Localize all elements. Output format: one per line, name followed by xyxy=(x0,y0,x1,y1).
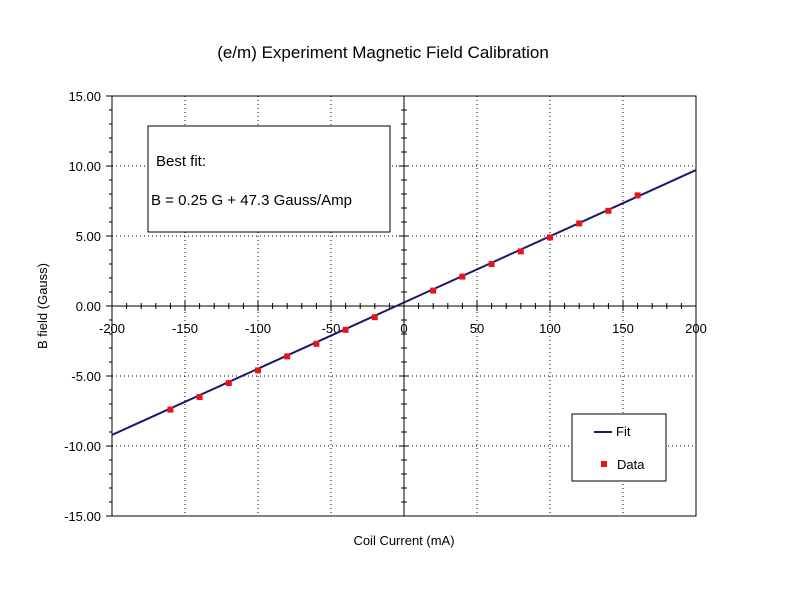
data-point xyxy=(255,367,261,374)
y-tick-label: 0.00 xyxy=(76,299,101,314)
x-tick-label: 200 xyxy=(685,321,707,336)
data-point xyxy=(167,406,174,413)
legend-frame xyxy=(571,413,667,482)
x-tick-label: -50 xyxy=(322,321,341,336)
y-tick-label: 5.00 xyxy=(76,229,101,244)
y-tick-label: -10.00 xyxy=(64,439,101,454)
legend-data-label: Data xyxy=(617,457,645,472)
y-tick-label: -5.00 xyxy=(71,369,101,384)
axes: -200 -150 -100 -50 0 50 100 150 200 15.00 10.00 5.0… xyxy=(64,89,707,524)
data-point xyxy=(517,248,524,255)
data-point xyxy=(459,273,466,280)
x-tick-label: 0 xyxy=(400,321,407,336)
data-point xyxy=(284,353,291,360)
data-point xyxy=(634,192,641,199)
y-tick-label: 10.00 xyxy=(68,159,101,174)
data-point xyxy=(225,380,232,386)
y-tick-label: -15.00 xyxy=(64,509,101,524)
fit-annotation-box: Best fit: B = 0.25 G + 47.3 Gauss/Amp xyxy=(147,125,391,233)
data-point xyxy=(430,287,437,294)
x-tick-label: 150 xyxy=(612,321,634,336)
legend-fit-label: Fit xyxy=(616,424,631,439)
x-tick-label: -200 xyxy=(99,321,125,336)
x-tick-label: -100 xyxy=(245,321,271,336)
y-axis-label: B field (Gauss) xyxy=(35,263,50,349)
data-point xyxy=(196,394,203,400)
fit-line xyxy=(111,169,697,436)
legend-data-swatch xyxy=(601,461,607,467)
data-point xyxy=(547,234,553,241)
data-point xyxy=(313,340,320,347)
fit-series xyxy=(111,169,697,436)
chart-title: (e/m) Experiment Magnetic Field Calibrat… xyxy=(217,43,549,62)
x-tick-label: 50 xyxy=(470,321,484,336)
data-point xyxy=(605,207,612,214)
legend: Fit Data xyxy=(571,413,667,482)
data-series xyxy=(167,192,641,413)
x-tick-label: 100 xyxy=(539,321,561,336)
data-point xyxy=(488,261,495,267)
annotation-line-1: Best fit: xyxy=(156,153,206,170)
data-point xyxy=(576,220,583,227)
data-point xyxy=(371,314,378,321)
annotation-frame xyxy=(147,125,391,233)
annotation-line-2: B = 0.25 G + 47.3 Gauss/Amp xyxy=(151,192,352,209)
data-point xyxy=(342,326,349,333)
x-tick-label: -150 xyxy=(172,321,198,336)
y-tick-label: 15.00 xyxy=(68,89,101,104)
x-axis-label: Coil Current (mA) xyxy=(353,533,454,548)
